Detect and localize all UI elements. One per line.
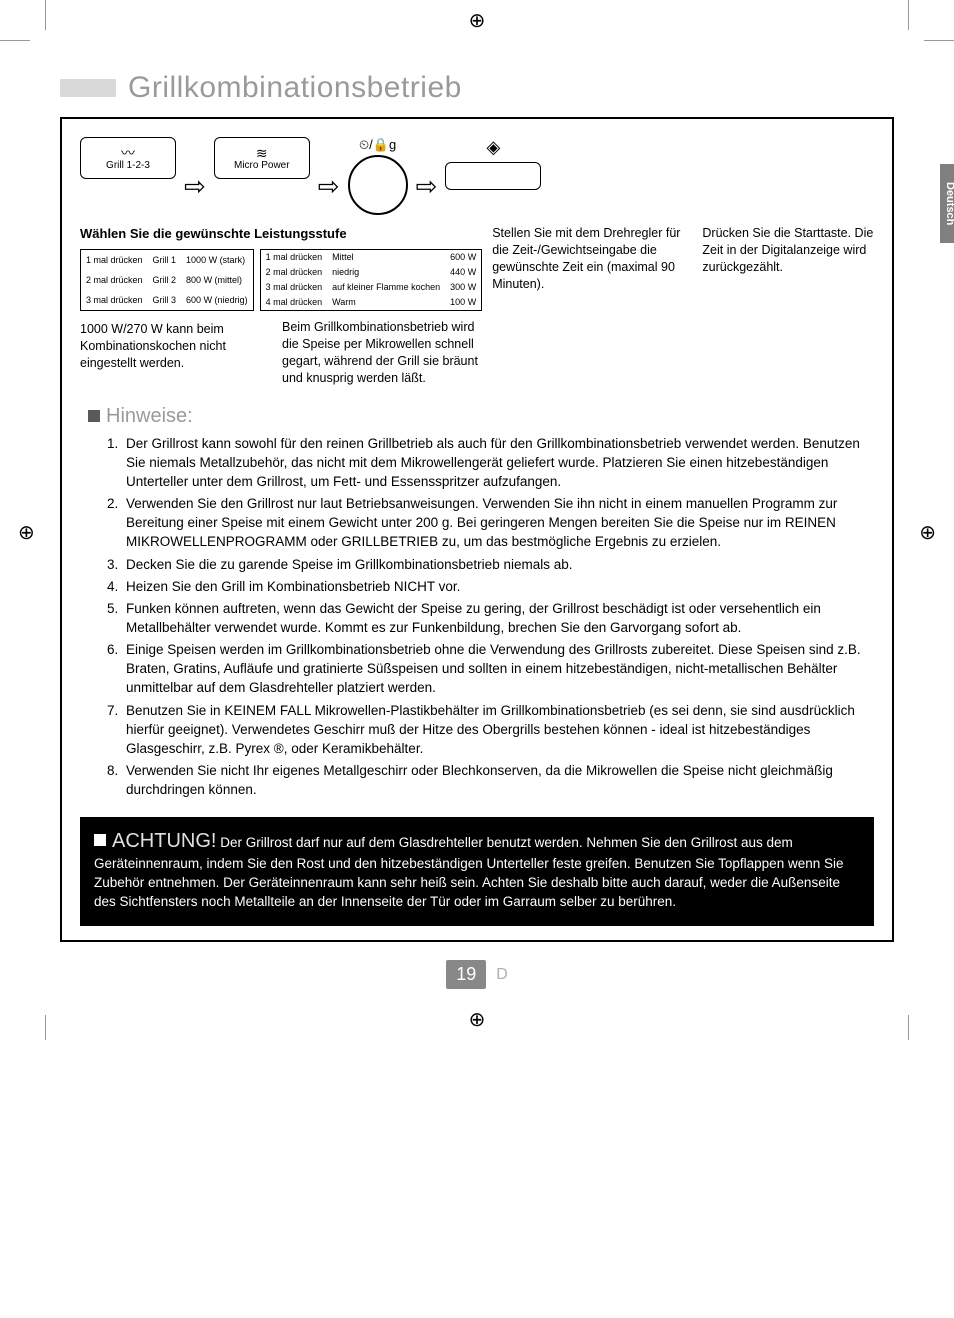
- list-item: Funken können auftreten, wenn das Gewich…: [122, 599, 866, 637]
- micro-button-face: ≋ Micro Power: [214, 137, 310, 179]
- list-item: Verwenden Sie nicht Ihr eigenes Metallge…: [122, 761, 866, 799]
- grill-button-face: 〰 Grill 1-2-3: [80, 137, 176, 179]
- square-bullet-icon: [94, 834, 106, 846]
- grill-button-step: 〰 Grill 1-2-3: [80, 137, 176, 183]
- warning-title: ACHTUNG!: [112, 830, 216, 852]
- dial-caption: Stellen Sie mit dem Drehregler für die Z…: [492, 225, 692, 387]
- grill-power-table: 1 mal drückenGrill 11000 W (stark)2 mal …: [80, 249, 254, 312]
- arrow-icon: ⇨: [184, 171, 206, 202]
- hints-heading: Hinweise:: [88, 405, 866, 428]
- title-accent-bar: [60, 79, 116, 97]
- list-item: Einige Speisen werden im Grillkombinatio…: [122, 640, 866, 697]
- dial-icon: [348, 155, 408, 215]
- table-row: 2 mal drückenGrill 2800 W (mittel): [81, 270, 254, 290]
- dial-step: ⏲/🔒g: [348, 137, 408, 215]
- page-number: 19: [446, 960, 486, 989]
- hints-section: Hinweise: Der Grillrost kann sowohl für …: [80, 405, 874, 800]
- arrow-icon: ⇨: [416, 171, 438, 202]
- micro-button-label: Micro Power: [234, 160, 290, 171]
- power-heading: Wählen Sie die gewünschte Leistungsstufe: [80, 225, 482, 243]
- list-item: Decken Sie die zu garende Speise im Gril…: [122, 555, 866, 574]
- table-row: 1 mal drückenMittel600 W: [260, 249, 482, 265]
- table-row: 3 mal drückenauf kleiner Flamme kochen30…: [260, 280, 482, 295]
- table-row: 4 mal drückenWarm100 W: [260, 295, 482, 311]
- power-column: Wählen Sie die gewünschte Leistungsstufe…: [80, 225, 482, 387]
- page-title: Grillkombinationsbetrieb: [128, 71, 462, 105]
- list-item: Heizen Sie den Grill im Kombinationsbetr…: [122, 577, 866, 596]
- micro-button-step: ≋ Micro Power: [214, 137, 310, 183]
- title-row: Grillkombinationsbetrieb: [60, 71, 894, 105]
- combo-note: 1000 W/270 W kann beim Kombinationskoche…: [80, 321, 262, 387]
- registration-mark-right: ⊕: [919, 520, 936, 545]
- list-item: Benutzen Sie in KEINEM FALL Mikrowellen-…: [122, 701, 866, 758]
- grill-icon: 〰: [121, 146, 135, 160]
- arrow-icon: ⇨: [318, 171, 340, 202]
- registration-mark-left: ⊕: [18, 520, 35, 545]
- start-symbol-icon: ◈: [486, 137, 500, 158]
- content-frame: Deutsch 〰 Grill 1-2-3 ⇨ ≋ Micro Power ⇨ …: [60, 117, 894, 942]
- start-step: ◈: [445, 137, 541, 190]
- power-tables: 1 mal drückenGrill 11000 W (stark)2 mal …: [80, 249, 482, 312]
- registration-mark-top: ⊕: [0, 0, 954, 41]
- list-item: Der Grillrost kann sowohl für den reinen…: [122, 434, 866, 491]
- grill-button-label: Grill 1-2-3: [106, 160, 150, 171]
- registration-mark-bottom: ⊕: [0, 999, 954, 1040]
- page-number-row: 19 D: [60, 960, 894, 989]
- micro-power-table: 1 mal drückenMittel600 W2 mal drückennie…: [260, 249, 483, 312]
- table-row: 2 mal drückenniedrig440 W: [260, 265, 482, 280]
- combo-description: Beim Grillkombinationsbetrieb wird die S…: [282, 319, 482, 387]
- page-language: D: [496, 966, 508, 984]
- micro-icon: ≋: [256, 146, 268, 160]
- start-caption: Drücken Sie die Starttaste. Die Zeit in …: [702, 225, 874, 387]
- warning-box: ACHTUNG! Der Grillrost darf nur auf dem …: [80, 817, 874, 926]
- steps-row: 〰 Grill 1-2-3 ⇨ ≋ Micro Power ⇨ ⏲/🔒g ⇨ ◈: [80, 137, 874, 215]
- hints-list: Der Grillrost kann sowohl für den reinen…: [122, 434, 866, 800]
- table-row: 3 mal drückenGrill 3600 W (niedrig): [81, 290, 254, 311]
- table-row: 1 mal drückenGrill 11000 W (stark): [81, 249, 254, 270]
- square-bullet-icon: [88, 410, 100, 422]
- start-button-face: [445, 162, 541, 190]
- list-item: Verwenden Sie den Grillrost nur laut Bet…: [122, 494, 866, 551]
- hints-heading-text: Hinweise:: [106, 405, 193, 427]
- dial-symbol: ⏲/🔒g: [359, 137, 396, 153]
- language-tab: Deutsch: [940, 164, 954, 243]
- step-captions: Wählen Sie die gewünschte Leistungsstufe…: [80, 225, 874, 387]
